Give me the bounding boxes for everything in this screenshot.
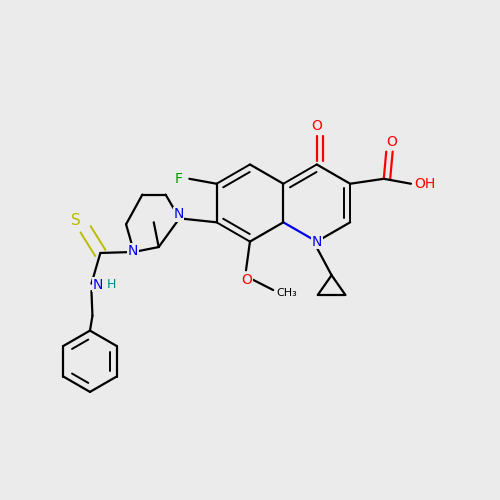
Text: N: N [128,244,138,258]
Text: OH: OH [414,176,436,190]
Text: S: S [71,213,81,228]
Text: N: N [92,278,102,291]
Text: N: N [312,234,322,248]
Text: CH₃: CH₃ [276,288,297,298]
Text: H: H [106,278,116,291]
Text: O: O [386,134,396,148]
Text: O: O [312,119,322,133]
Text: O: O [242,273,252,287]
Text: N: N [174,208,184,222]
Text: F: F [174,172,182,186]
